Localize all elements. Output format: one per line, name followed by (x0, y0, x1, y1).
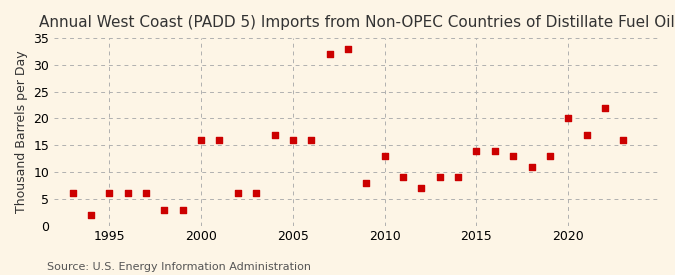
Title: Annual West Coast (PADD 5) Imports from Non-OPEC Countries of Distillate Fuel Oi: Annual West Coast (PADD 5) Imports from … (39, 15, 675, 30)
Point (416, 186, 427, 190)
Point (140, 191, 151, 196)
Point (563, 116, 574, 121)
Point (599, 106, 610, 110)
Point (471, 148, 482, 153)
Point (489, 148, 500, 153)
Point (196, 138, 207, 142)
Point (178, 207, 188, 212)
Point (379, 154, 390, 158)
Point (545, 154, 556, 158)
Point (122, 191, 133, 196)
Point (618, 138, 628, 142)
Point (104, 191, 115, 196)
Point (453, 175, 464, 180)
Point (68, 191, 78, 196)
Point (288, 138, 298, 142)
Point (508, 154, 518, 158)
Point (398, 175, 408, 180)
Point (159, 207, 170, 212)
Point (269, 132, 280, 137)
Point (526, 164, 537, 169)
Point (581, 132, 592, 137)
Point (306, 138, 317, 142)
Point (86, 213, 97, 217)
Text: Source: U.S. Energy Information Administration: Source: U.S. Energy Information Administ… (47, 262, 311, 271)
Y-axis label: Thousand Barrels per Day: Thousand Barrels per Day (15, 51, 28, 213)
Point (361, 181, 372, 185)
Point (434, 175, 445, 180)
Point (214, 138, 225, 142)
Point (324, 52, 335, 56)
Point (343, 47, 354, 51)
Point (232, 191, 243, 196)
Point (251, 191, 262, 196)
